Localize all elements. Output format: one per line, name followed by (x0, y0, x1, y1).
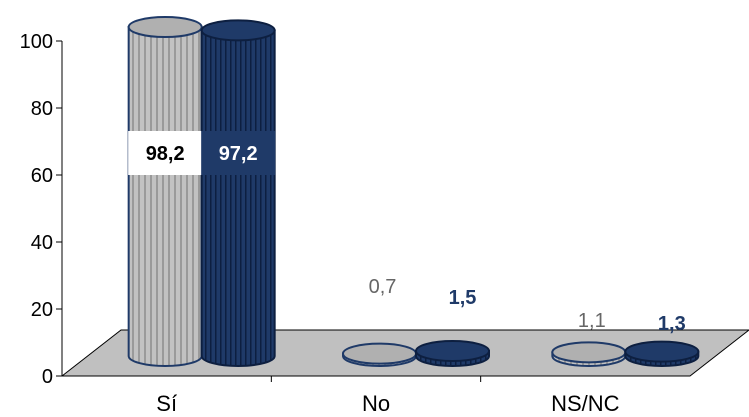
x-category-label: No (362, 391, 390, 416)
y-tick-label: 20 (31, 299, 53, 321)
bar-series1-1-top (342, 342, 417, 365)
bar-series2-0 (200, 19, 276, 367)
data-label: 1,3 (658, 313, 686, 335)
data-label-box (128, 131, 203, 175)
bar-series1-2 (551, 341, 627, 367)
bar-series1-1 (342, 342, 417, 367)
y-tick-label: 80 (31, 98, 53, 120)
bar-series1-0-top (127, 16, 203, 39)
data-label: 98,2 (146, 143, 185, 165)
x-category-label: NS/NC (551, 391, 620, 416)
bar-series1-0 (127, 16, 203, 367)
y-tick-label: 100 (20, 31, 53, 53)
bar-series2-1-top (415, 339, 490, 362)
y-tick-label: 40 (31, 232, 53, 254)
y-tick-label: 60 (31, 165, 53, 187)
data-label-box (201, 131, 276, 175)
bar-series2-0-body (200, 29, 276, 367)
x-category-label: Sí (156, 391, 177, 416)
bar-series2-2 (624, 340, 700, 367)
bar-series2-2-top (624, 340, 700, 363)
bar-series1-2-top (551, 341, 627, 364)
data-label: 97,2 (219, 143, 258, 165)
bar-series1-0-body (127, 26, 203, 367)
bar-series2-1 (415, 339, 490, 367)
data-label: 1,1 (578, 310, 606, 332)
bar-series2-0-top (200, 19, 276, 42)
data-label: 0,7 (369, 276, 397, 298)
y-tick-label: 0 (42, 366, 53, 388)
data-label: 1,5 (449, 287, 477, 309)
